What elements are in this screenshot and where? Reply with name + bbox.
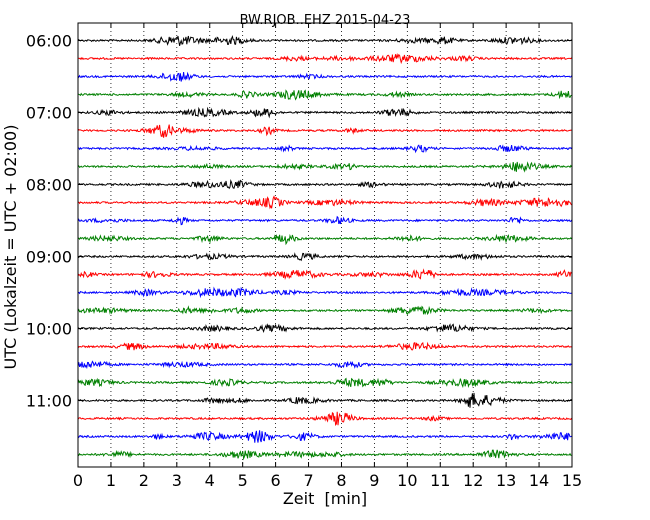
x-tick-label: 6	[271, 471, 281, 490]
trace-group	[77, 34, 573, 461]
x-tick-label: 0	[73, 471, 83, 490]
trace-line	[77, 106, 572, 119]
trace-line	[77, 71, 573, 82]
x-tick-label: 14	[529, 471, 549, 490]
trace-line	[77, 195, 573, 210]
trace-line	[77, 411, 573, 426]
y-tick-label: 11:00	[26, 392, 72, 411]
chart-title: BW.RJOB..EHZ 2015-04-23	[240, 13, 411, 28]
axis-ticks: 0 1 2 3 4 5 6 7 8 9 10 11 12 13 14 1506:0007:0008:0009:…	[26, 23, 582, 490]
x-tick-label: 1	[106, 471, 116, 490]
trace-line	[77, 341, 572, 351]
y-axis-label: UTC (Lokalzeit = UTC + 02:00)	[1, 125, 20, 370]
trace-line	[77, 360, 572, 370]
x-tick-label: 3	[172, 471, 182, 490]
x-tick-label: 11	[430, 471, 450, 490]
trace-line	[77, 286, 572, 299]
trace-line	[77, 430, 572, 443]
x-tick-label: 9	[369, 471, 379, 490]
x-tick-label: 15	[562, 471, 582, 490]
trace-line	[77, 52, 572, 65]
x-tick-label: 10	[397, 471, 417, 490]
trace-line	[77, 252, 572, 262]
trace-line	[77, 215, 573, 226]
x-tick-label: 8	[336, 471, 346, 490]
x-tick-label: 2	[139, 471, 149, 490]
trace-line	[77, 323, 572, 333]
trace-line	[77, 268, 572, 280]
trace-line	[77, 233, 572, 246]
y-tick-label: 10:00	[26, 320, 72, 339]
x-tick-label: 7	[303, 471, 313, 490]
x-tick-label: 13	[496, 471, 516, 490]
x-tick-label: 4	[205, 471, 215, 490]
y-tick-label: 06:00	[26, 32, 72, 51]
x-tick-label: 5	[238, 471, 248, 490]
trace-line	[77, 392, 572, 408]
trace-line	[77, 124, 572, 138]
trace-line	[77, 178, 572, 190]
y-tick-label: 07:00	[26, 104, 72, 123]
x-tick-label: 12	[463, 471, 483, 490]
x-axis-label: Zeit [min]	[283, 489, 367, 508]
trace-line	[77, 161, 573, 173]
y-tick-label: 09:00	[26, 248, 72, 267]
plot-frame	[77, 22, 573, 468]
y-tick-label: 08:00	[26, 176, 72, 195]
trace-line	[77, 89, 572, 101]
trace-line	[77, 34, 572, 46]
trace-line	[77, 449, 572, 461]
trace-line	[77, 305, 572, 316]
trace-line	[77, 377, 572, 389]
trace-line	[77, 144, 573, 154]
